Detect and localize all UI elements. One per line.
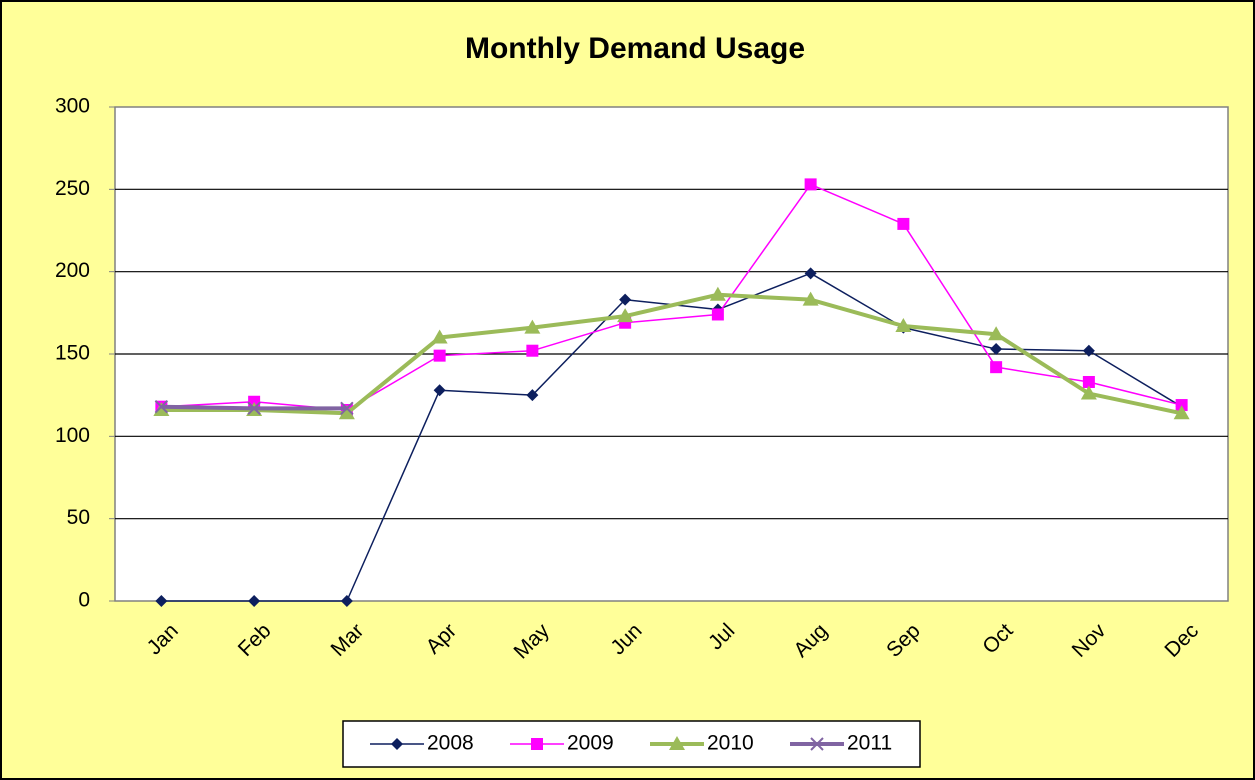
data-point [619,293,632,306]
data-point [990,343,1003,356]
data-point [988,326,1005,341]
data-point [990,361,1003,374]
data-point [804,178,817,191]
data-point [524,319,541,334]
legend-label: 2010 [707,732,754,755]
y-tick-label: 150 [55,342,90,365]
legend-label: 2008 [427,732,474,755]
data-point [340,401,354,416]
y-tick-label: 250 [55,177,90,200]
data-point [155,595,168,607]
series-line [161,292,1183,416]
y-tick-label: 300 [55,95,90,118]
data-point [897,217,910,230]
legend-marker [669,736,685,750]
data-point [617,308,634,323]
y-tick-label: 100 [55,424,90,447]
data-point [153,401,170,416]
chart-title: Monthly Demand Usage [465,32,805,65]
data-point [1082,375,1095,388]
legend-marker [810,737,824,751]
data-point [433,349,446,362]
data-point [1173,405,1190,420]
legend-label: 2011 [847,732,892,755]
data-point [1082,344,1095,357]
data-point [338,405,355,420]
data-point [802,291,819,306]
legend-label: 2009 [567,732,614,755]
data-point [1080,385,1097,400]
data-point [709,286,726,301]
data-point [895,318,912,333]
data-point [431,329,448,344]
data-point [804,267,817,280]
data-point [526,344,539,357]
legend-marker [531,738,543,750]
data-point [1175,399,1188,412]
data-point [247,401,261,416]
legend-marker [391,738,403,750]
data-point [248,595,261,607]
data-point [433,384,446,397]
y-tick-label: 50 [67,506,90,529]
data-point [526,389,539,402]
data-point [154,399,169,414]
y-tick-label: 0 [78,589,90,612]
y-tick-label: 200 [55,259,90,282]
data-point [711,308,724,321]
data-point [340,595,353,607]
